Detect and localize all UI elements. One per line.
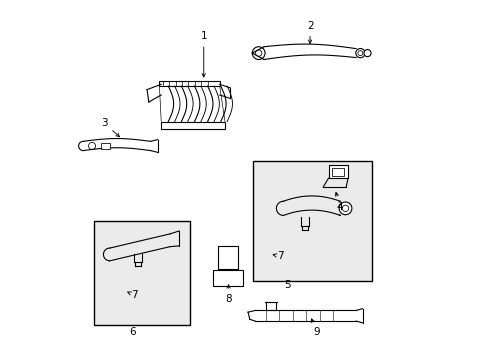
Text: 4: 4 [335, 193, 343, 212]
Circle shape [252, 47, 264, 59]
Bar [94, 221, 189, 325]
Bar [212, 270, 243, 286]
Circle shape [88, 143, 96, 149]
Text: 2: 2 [306, 21, 313, 43]
Bar [101, 143, 110, 149]
Text: 8: 8 [225, 285, 231, 304]
Text: 6: 6 [129, 327, 136, 337]
Circle shape [357, 51, 362, 55]
Text: 5: 5 [283, 280, 290, 289]
Text: 7: 7 [273, 251, 283, 261]
Bar [328, 165, 347, 178]
Circle shape [339, 202, 351, 215]
Text: 3: 3 [101, 118, 119, 137]
Text: 7: 7 [127, 290, 138, 300]
Circle shape [363, 50, 370, 57]
Circle shape [355, 49, 364, 58]
Circle shape [255, 50, 262, 56]
Text: 1: 1 [200, 31, 206, 77]
Bar [159, 81, 219, 86]
Bar [218, 246, 237, 269]
Bar [253, 161, 371, 281]
Circle shape [342, 205, 348, 212]
Bar [161, 122, 224, 129]
Text: 9: 9 [311, 319, 320, 337]
Bar [331, 168, 344, 176]
